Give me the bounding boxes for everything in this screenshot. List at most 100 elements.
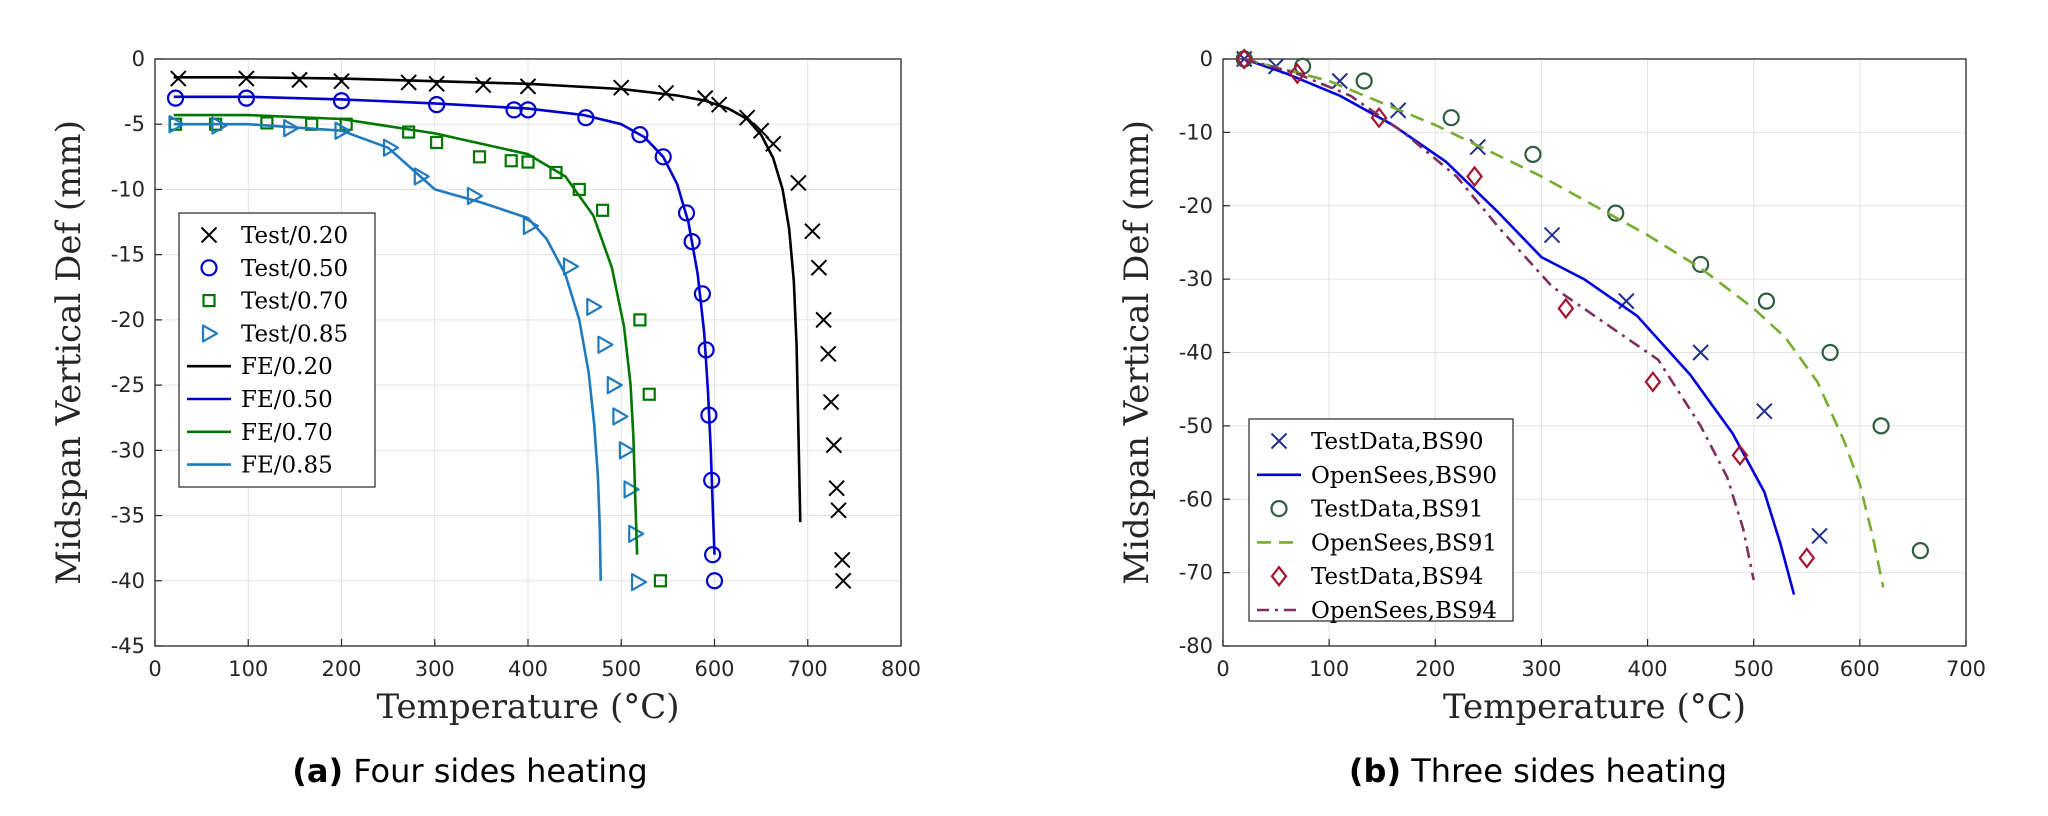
panel-b-point-testdata-bs94 bbox=[1557, 297, 1575, 320]
panel-b-ytick-label: -20 bbox=[1179, 194, 1213, 218]
panel-b-ytick-label: 0 bbox=[1200, 47, 1213, 71]
panel-a-point-test-0-85 bbox=[168, 115, 185, 134]
panel-b-chart: 0 100 200 300 400 500 600 700 0 -10 -20 -30 -40 -50 -6… bbox=[1117, 47, 1986, 727]
panel-a-point-test-0-50 bbox=[705, 572, 724, 590]
panel-a-point-test-0-50 bbox=[654, 148, 672, 166]
panel-a-legend-label-fe-0-20: FE/0.20 bbox=[241, 354, 333, 380]
panel-b-legend-label-opensees-bs91: OpenSees,BS91 bbox=[1311, 530, 1497, 556]
panel-a-legend-box bbox=[178, 212, 376, 488]
panel-b-point-testdata-bs91 bbox=[1442, 109, 1460, 127]
panel-a-ytick-label: -40 bbox=[111, 569, 145, 593]
panel-a-point-test-0-20 bbox=[400, 74, 417, 91]
panel-a-ytick-label: -45 bbox=[111, 634, 145, 658]
panel-a-xtick-label: 400 bbox=[508, 657, 548, 681]
panel-a-point-test-0-20 bbox=[428, 75, 445, 92]
panel-a-point-test-0-85 bbox=[586, 297, 603, 316]
panel-a-ytick-label: -25 bbox=[111, 373, 145, 397]
panel-a-point-test-0-70 bbox=[521, 155, 535, 169]
panel-a-line-fe-0-50 bbox=[173, 95, 716, 555]
panel-a-line-fe-0-20 bbox=[173, 76, 802, 523]
panel-a-chart: 0 100 200 300 400 500 600 700 800 0 -5 -10 -15 -20 -25… bbox=[49, 47, 921, 727]
panel-a-ytick-label: -5 bbox=[124, 112, 145, 136]
panel-a-xlabel: Temperature (°C) bbox=[376, 687, 679, 727]
panel-a-legend-label-fe-0-85: FE/0.85 bbox=[241, 453, 333, 479]
panel-b-ytick-label: -50 bbox=[1179, 414, 1213, 438]
panel-a-legend-swatch-test-0-85 bbox=[201, 324, 219, 343]
panel-a-ylabel: Midspan Vertical Def (mm) bbox=[49, 120, 89, 585]
panel-a-point-test-0-20 bbox=[828, 479, 845, 497]
panel-a-point-test-0-85 bbox=[612, 407, 629, 426]
panel-b-legend-swatch-testdata-bs91 bbox=[1270, 500, 1288, 518]
panel-a-point-test-0-20 bbox=[822, 393, 840, 411]
panel-a-point-test-0-20 bbox=[815, 311, 832, 329]
panel-a-point-test-0-50 bbox=[693, 285, 711, 303]
caption-b: (b) Three sides heating bbox=[1349, 752, 1727, 790]
panel-b-xlabel: Temperature (°C) bbox=[1443, 687, 1746, 727]
panel-b-xtick-label: 200 bbox=[1415, 657, 1455, 681]
panel-a-point-test-0-20 bbox=[834, 551, 851, 569]
panel-a-point-test-0-50 bbox=[631, 126, 649, 144]
panel-b-xtick-label: 500 bbox=[1734, 657, 1774, 681]
panel-b-xtick-label: 700 bbox=[1946, 657, 1986, 681]
panel-a-point-test-0-50 bbox=[166, 89, 185, 107]
panel-a-point-test-0-20 bbox=[820, 345, 837, 363]
caption-a: (a) Four sides heating bbox=[292, 752, 647, 790]
panel-a-legend-label-test-0-50: Test/0.50 bbox=[241, 256, 348, 282]
panel-a-xtick-label: 600 bbox=[694, 657, 734, 681]
panel-b-series-testdata-bs94 bbox=[1235, 48, 1816, 569]
panel-a-point-test-0-50 bbox=[677, 204, 696, 222]
panel-a-point-test-0-70 bbox=[260, 116, 274, 130]
panel-a-point-test-0-50 bbox=[505, 101, 523, 119]
panel-a-point-test-0-20 bbox=[333, 72, 350, 90]
panel-b-ytick-label: -40 bbox=[1179, 341, 1213, 365]
panel-a-xtick-label: 300 bbox=[415, 657, 455, 681]
panel-b-point-testdata-bs94 bbox=[1288, 62, 1306, 85]
panel-a-ytick-label: -10 bbox=[111, 177, 145, 201]
panel-b-point-testdata-bs91 bbox=[1872, 417, 1890, 435]
panel-b-point-testdata-bs94 bbox=[1644, 371, 1662, 393]
panel-b-point-testdata-bs90 bbox=[1618, 292, 1635, 310]
panel-a-grid bbox=[154, 58, 902, 647]
panel-a-point-test-0-70 bbox=[653, 574, 668, 588]
panel-b-point-testdata-bs91 bbox=[1911, 542, 1929, 560]
panel-a-point-test-0-20 bbox=[291, 71, 308, 89]
panel-a-legend-swatch-test-0-70 bbox=[202, 294, 216, 308]
panel-b-xtick-label: 400 bbox=[1628, 657, 1668, 681]
panel-a-point-test-0-20 bbox=[834, 572, 852, 589]
panel-a-point-test-0-20 bbox=[519, 78, 537, 95]
panel-a-point-test-0-50 bbox=[704, 546, 722, 564]
panel-a-xtick-label: 200 bbox=[321, 657, 361, 681]
panel-b-point-testdata-bs94 bbox=[1731, 444, 1749, 467]
panel-b-point-testdata-bs90 bbox=[1543, 226, 1561, 244]
caption-b-text: Three sides heating bbox=[1411, 752, 1728, 790]
panel-b-legend-box bbox=[1248, 418, 1514, 622]
panel-a-xtick-label: 800 bbox=[881, 657, 921, 681]
panel-b-ylabel: Midspan Vertical Def (mm) bbox=[1117, 120, 1157, 585]
panel-a-legend-label-test-0-20: Test/0.20 bbox=[241, 223, 348, 249]
panel-a-xtick-label: 500 bbox=[601, 657, 641, 681]
caption-b-tag: (b) bbox=[1348, 752, 1402, 790]
panel-a-point-test-0-85 bbox=[630, 572, 648, 592]
panel-a-point-test-0-85 bbox=[283, 119, 300, 138]
panel-a-line-fe-0-70 bbox=[173, 113, 639, 555]
panel-b-ytick-label: -70 bbox=[1179, 561, 1213, 585]
panel-b-point-testdata-bs94 bbox=[1466, 165, 1483, 188]
panel-a-point-test-0-85 bbox=[211, 116, 228, 135]
panel-b-point-testdata-bs94 bbox=[1370, 106, 1388, 129]
panel-b-legend: TestData,BS90 OpenSees,BS90 TestData,BS91 O… bbox=[1248, 418, 1514, 624]
panel-b-legend-label-testdata-bs90: TestData,BS90 bbox=[1311, 429, 1484, 455]
caption-a-text: Four sides heating bbox=[353, 752, 648, 790]
panel-b-xtick-label: 600 bbox=[1840, 657, 1880, 681]
caption-a-tag: (a) bbox=[292, 752, 344, 790]
panel-b-point-testdata-bs91 bbox=[1355, 72, 1373, 90]
panel-a-legend-swatch-test-0-20 bbox=[200, 226, 218, 244]
panel-b-ytick-label: -60 bbox=[1179, 487, 1213, 511]
panel-a-legend-label-test-0-70: Test/0.70 bbox=[241, 289, 348, 315]
panel-a-point-test-0-85 bbox=[606, 376, 623, 395]
panel-a-ytick-label: -20 bbox=[111, 308, 145, 332]
panel-b-ytick-label: -80 bbox=[1179, 634, 1213, 658]
panel-a-point-test-0-70 bbox=[472, 150, 487, 164]
panel-a-xtick-label: 100 bbox=[228, 657, 268, 681]
panel-b-point-testdata-bs90 bbox=[1811, 527, 1828, 545]
panel-b-plot-area bbox=[1235, 48, 1929, 595]
